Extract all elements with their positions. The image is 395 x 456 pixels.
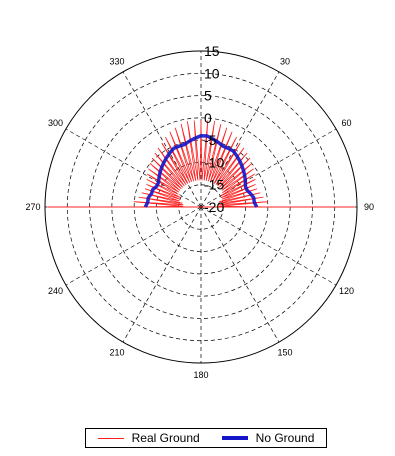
legend-label-no-ground: No Ground	[255, 431, 315, 445]
series-real-ground	[129, 120, 273, 208]
angle-tick-label: 180	[193, 370, 208, 380]
angle-tick-label: 120	[339, 286, 354, 296]
angle-tick-label: 210	[109, 347, 124, 357]
r-tick-label: 10	[204, 65, 220, 81]
series-no-ground	[143, 133, 259, 208]
r-tick-label: 15	[204, 43, 220, 59]
r-tick-label: 0	[204, 110, 212, 126]
polar-grid-spoke	[200, 206, 337, 286]
angle-tick-label: 330	[109, 57, 124, 67]
polar-grid-spoke	[200, 206, 280, 343]
legend-swatch-real-ground	[97, 437, 124, 439]
angle-tick-label: 90	[364, 202, 374, 212]
polar-grid-spoke	[200, 71, 280, 208]
legend-swatch-no-ground	[221, 436, 248, 440]
angle-tick-label: 300	[48, 118, 63, 128]
polar-grid-spoke	[65, 206, 202, 286]
polar-grid-spoke	[122, 206, 202, 343]
angle-tick-label: 60	[341, 118, 351, 128]
legend-item-no-ground: No Ground	[221, 431, 315, 445]
legend-label-real-ground: Real Ground	[131, 431, 200, 445]
r-tick-label: -5	[204, 132, 217, 148]
angle-tick-label: 30	[280, 57, 290, 67]
polar-grid-spoke	[65, 128, 202, 208]
r-tick-label: -15	[204, 177, 224, 193]
r-tick-label: 5	[204, 88, 212, 104]
angle-tick-label: 150	[277, 347, 292, 357]
angle-tick-label: 240	[48, 286, 63, 296]
r-tick-label: -20	[204, 199, 224, 215]
polar-chart: 15 10 5 0 -5 -10 -15 -20 30 60 90 120 150 180 210 240 27…	[25, 43, 374, 380]
legend: Real Ground No Ground	[85, 428, 327, 448]
polar-grid-spoke	[200, 128, 337, 208]
angle-tick-label: 270	[25, 202, 40, 212]
r-tick-label: -10	[204, 154, 224, 170]
legend-item-real-ground: Real Ground	[97, 431, 200, 445]
polar-grid-spoke	[122, 71, 202, 208]
